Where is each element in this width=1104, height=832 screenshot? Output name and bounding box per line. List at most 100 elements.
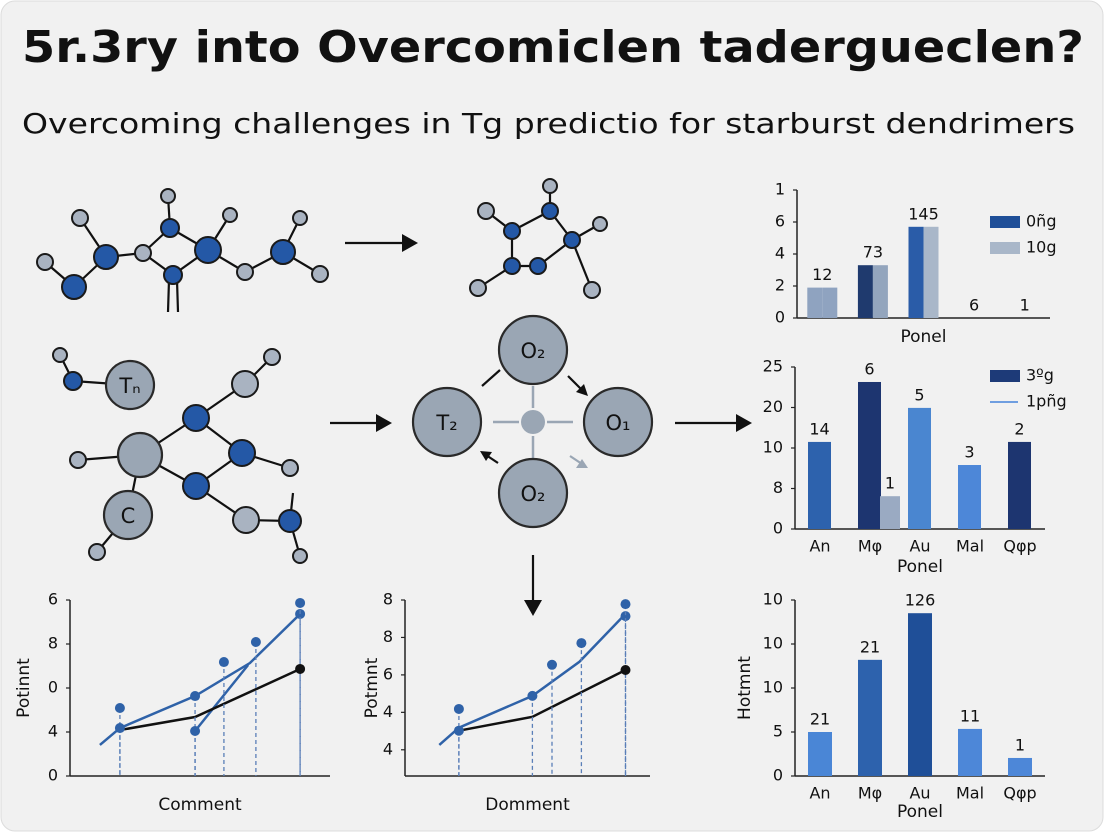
atom — [194, 236, 222, 264]
y-tick-label: 4 — [48, 722, 58, 741]
bar-label: 73 — [863, 243, 883, 262]
subtitle: Overcoming challenges in Tg predictio fo… — [22, 107, 1075, 140]
bar-label: 14 — [809, 419, 829, 438]
atom — [134, 244, 152, 262]
node-label: Tₙ — [118, 374, 140, 398]
atom — [469, 279, 487, 297]
y-tick-label: 10 — [763, 634, 783, 653]
atom — [160, 188, 176, 204]
bar-label: 5 — [914, 385, 924, 404]
atom — [292, 210, 308, 226]
bond — [166, 279, 171, 313]
atom — [182, 404, 210, 432]
x-tick-label: Au — [909, 537, 930, 556]
y-tick-label: 8 — [383, 590, 393, 609]
y-tick-label: 20 — [763, 397, 783, 416]
node — [411, 386, 483, 458]
arrow-head — [402, 234, 418, 252]
title: 5r.3ry into Overcomiclen tadergueclen? — [22, 22, 1084, 73]
atom — [52, 347, 68, 363]
atom — [61, 274, 87, 300]
y-tick-label: 5 — [773, 722, 783, 741]
node-label: T₂ — [435, 411, 457, 435]
y-tick-label: 2 — [775, 276, 785, 295]
y-axis-label: Potmnt — [362, 657, 382, 718]
bond — [175, 279, 180, 313]
y-tick-label: 4 — [383, 739, 393, 758]
arrow — [345, 234, 418, 252]
x-axis-label: Domment — [485, 795, 570, 815]
atom — [71, 209, 89, 227]
arrow-shaft — [567, 375, 583, 391]
arrow-head — [480, 451, 492, 461]
point — [620, 599, 631, 610]
bar-label: 6 — [969, 296, 979, 315]
y-tick-label: 25 — [763, 357, 783, 376]
point — [250, 637, 261, 648]
bar — [908, 226, 924, 318]
molecule-top-left — [36, 188, 329, 313]
bar-label: 1 — [885, 474, 895, 493]
y-tick-label: 0 — [773, 519, 783, 538]
point — [620, 665, 631, 676]
bar — [880, 496, 900, 529]
atom — [563, 231, 581, 249]
legend-swatch — [990, 242, 1020, 254]
atom — [228, 439, 256, 467]
cycle-diagram: T₂ O₂ O₁ O₂ — [411, 314, 654, 529]
arrow-head — [376, 414, 392, 432]
y-axis-label: Hotmnt — [735, 656, 755, 720]
bar — [822, 287, 838, 318]
atom — [503, 222, 521, 240]
point — [218, 657, 229, 668]
y-tick-label: 0 — [48, 766, 58, 785]
bar-label: 3 — [964, 443, 974, 462]
atom — [222, 207, 238, 223]
atom — [541, 202, 559, 220]
y-tick-label: 6 — [48, 590, 58, 609]
bar-label: 1 — [1015, 735, 1025, 754]
x-tick-label: Mal — [956, 784, 984, 803]
bar — [1008, 757, 1032, 776]
point — [453, 725, 464, 736]
atom — [93, 244, 119, 270]
atom — [231, 370, 259, 398]
atom — [163, 265, 183, 285]
labeled-atom — [102, 489, 154, 541]
point — [576, 638, 587, 649]
y-tick-label: 8 — [773, 478, 783, 497]
legend-label: 3ºg — [1026, 366, 1054, 385]
legend-label: 0ñg — [1026, 212, 1056, 231]
atom — [542, 178, 558, 194]
node-label: O₂ — [521, 482, 546, 506]
bar — [808, 732, 832, 776]
atom — [281, 459, 299, 477]
bar-label: 1 — [1020, 296, 1030, 315]
bar — [858, 381, 881, 529]
y-tick-label: 0 — [775, 308, 785, 327]
point — [295, 597, 306, 608]
atom — [182, 472, 210, 500]
atom — [263, 348, 281, 366]
point — [114, 703, 125, 714]
bar — [908, 613, 932, 776]
atom — [270, 239, 296, 265]
y-tick-label: 6 — [383, 664, 393, 683]
y-tick-label: 8 — [48, 634, 58, 653]
bar-label: 21 — [810, 710, 830, 729]
x-axis-label: Ponel — [897, 802, 943, 822]
bar-label: 11 — [960, 706, 980, 725]
x-axis-label: Ponel — [900, 327, 946, 347]
atom — [69, 451, 87, 469]
point — [190, 691, 201, 702]
node — [497, 314, 569, 386]
atom — [477, 202, 495, 220]
y-axis-label: Potinnt — [14, 658, 34, 718]
legend-swatch — [990, 370, 1020, 382]
atom — [236, 263, 254, 281]
node — [497, 457, 569, 529]
y-tick-label: 6 — [775, 212, 785, 231]
bar-label: 6 — [864, 359, 874, 378]
atom — [503, 257, 521, 275]
